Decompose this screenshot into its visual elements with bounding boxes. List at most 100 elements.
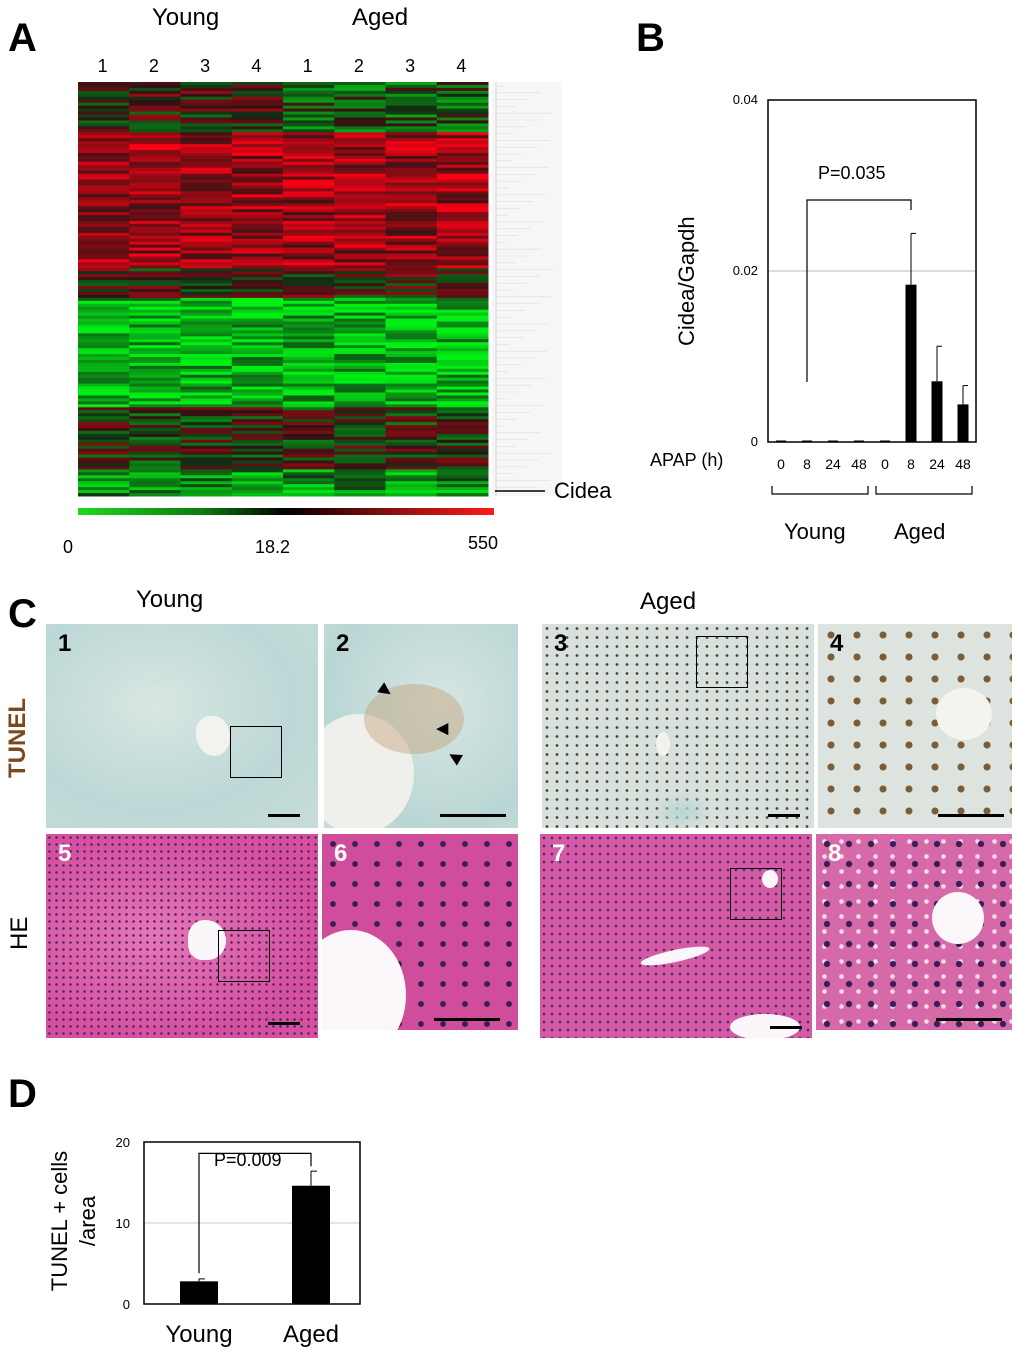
heatmap-cell: [180, 374, 233, 379]
heatmap-cell: [385, 345, 438, 349]
heatmap-cell: [129, 203, 181, 207]
y-tick-label: 0: [123, 1297, 130, 1312]
heatmap-cell: [385, 176, 438, 181]
heatmap-cell: [283, 280, 335, 284]
heatmap-cell: [334, 238, 386, 243]
heatmap-cell: [180, 392, 233, 396]
heatmap-cell: [436, 321, 489, 325]
heatmap-cell: [78, 173, 130, 178]
heatmap-cell: [385, 430, 438, 435]
heatmap-cell: [78, 218, 130, 222]
heatmap-cell: [385, 200, 438, 204]
heatmap-cell: [231, 392, 284, 396]
heatmap-cell: [283, 108, 335, 113]
heatmap-cell: [180, 209, 233, 213]
heatmap-cell: [129, 96, 181, 101]
heatmap-cell: [283, 170, 335, 175]
heatmap-cell: [283, 493, 335, 497]
heatmap-cell: [385, 327, 438, 331]
heatmap-cell: [334, 232, 386, 237]
heatmap-cell: [180, 371, 233, 376]
heatmap-cell: [334, 487, 386, 491]
heatmap-cell: [283, 401, 335, 405]
heatmap-cell: [78, 377, 130, 382]
heatmap-cell: [334, 218, 386, 222]
heatmap-cell: [283, 152, 335, 157]
heatmap-cell: [283, 306, 335, 311]
heatmap-cell: [283, 463, 335, 467]
heatmap-cell: [436, 478, 489, 482]
heatmap-cell: [231, 297, 284, 302]
heatmap-cell: [180, 300, 233, 305]
heatmap-cell: [436, 442, 489, 447]
heatmap-cell: [129, 321, 181, 325]
heatmap-cell: [129, 105, 181, 110]
heatmap-cell: [180, 158, 233, 163]
heatmap-cell: [180, 179, 233, 184]
heatmap-cell: [78, 487, 130, 491]
image-number-5: 5: [58, 840, 72, 867]
heatmap-cell: [385, 253, 438, 257]
scale-bar: [268, 1022, 300, 1025]
heatmap-cell: [436, 318, 489, 323]
heatmap-cell: [129, 427, 181, 432]
heatmap-cell: [334, 158, 386, 163]
heatmap-cell: [129, 84, 181, 89]
heatmap-cell: [78, 380, 130, 385]
chart-b-pvalue: P=0.035: [818, 163, 886, 183]
heatmap-cell: [129, 333, 181, 337]
heatmap-cell: [78, 330, 130, 334]
heatmap-cell: [180, 152, 233, 157]
heatmap-cell: [231, 209, 284, 213]
heatmap-cell: [283, 167, 335, 172]
vessel-lumen: [932, 892, 984, 944]
heatmap-cell: [78, 182, 130, 186]
heatmap-cell: [334, 226, 386, 231]
heatmap-cell: [283, 445, 335, 450]
heatmap-cell: [283, 475, 335, 479]
heatmap-cell: [385, 312, 438, 317]
scale-bar: [938, 814, 1004, 817]
heatmap-cell: [334, 389, 386, 393]
heatmap-cell: [334, 348, 386, 352]
heatmap-cell: [334, 150, 386, 154]
heatmap-cell: [436, 182, 489, 186]
chart-d: 0 10 20 Young Aged: [116, 1135, 361, 1348]
heatmap-cell: [334, 404, 386, 408]
heatmap-cell: [180, 333, 233, 337]
heatmap-cell: [231, 111, 284, 116]
plot-frame: [143, 1141, 361, 1305]
heatmap-cell: [385, 481, 438, 485]
heatmap-cell: [385, 368, 438, 373]
heatmap-cell: [231, 256, 284, 260]
heatmap-cell: [334, 164, 386, 169]
heatmap-cell: [231, 463, 284, 467]
heatmap-cell: [385, 135, 438, 139]
heatmap-cell: [180, 377, 233, 382]
heatmap-cell: [334, 386, 386, 391]
heatmap-cell: [180, 164, 233, 169]
heatmap-cell: [385, 129, 438, 133]
heatmap-cell: [180, 484, 233, 488]
heatmap-cell: [231, 493, 284, 497]
heatmap-cell: [231, 371, 284, 376]
heatmap-cell: [129, 108, 181, 113]
heatmap-cell: [78, 419, 130, 423]
heatmap-cell: [385, 203, 438, 207]
image-number-1: 1: [58, 630, 72, 657]
heatmap-cell: [334, 90, 386, 95]
heatmap-cell: [385, 374, 438, 379]
heatmap-cell: [129, 306, 181, 311]
heatmap-cell: [385, 371, 438, 376]
heatmap-cell: [283, 129, 335, 133]
heatmap-cell: [231, 439, 284, 444]
heatmap-cell: [283, 289, 335, 293]
heatmap-cell: [180, 348, 233, 352]
heatmap-cell: [334, 324, 386, 328]
micrograph-he-young-high: 6: [322, 834, 518, 1030]
heatmap-cell: [129, 117, 181, 121]
heatmap-cell: [129, 312, 181, 317]
heatmap-cell: [180, 203, 233, 207]
group-bracket: [875, 486, 973, 495]
heatmap-cell: [231, 212, 284, 216]
